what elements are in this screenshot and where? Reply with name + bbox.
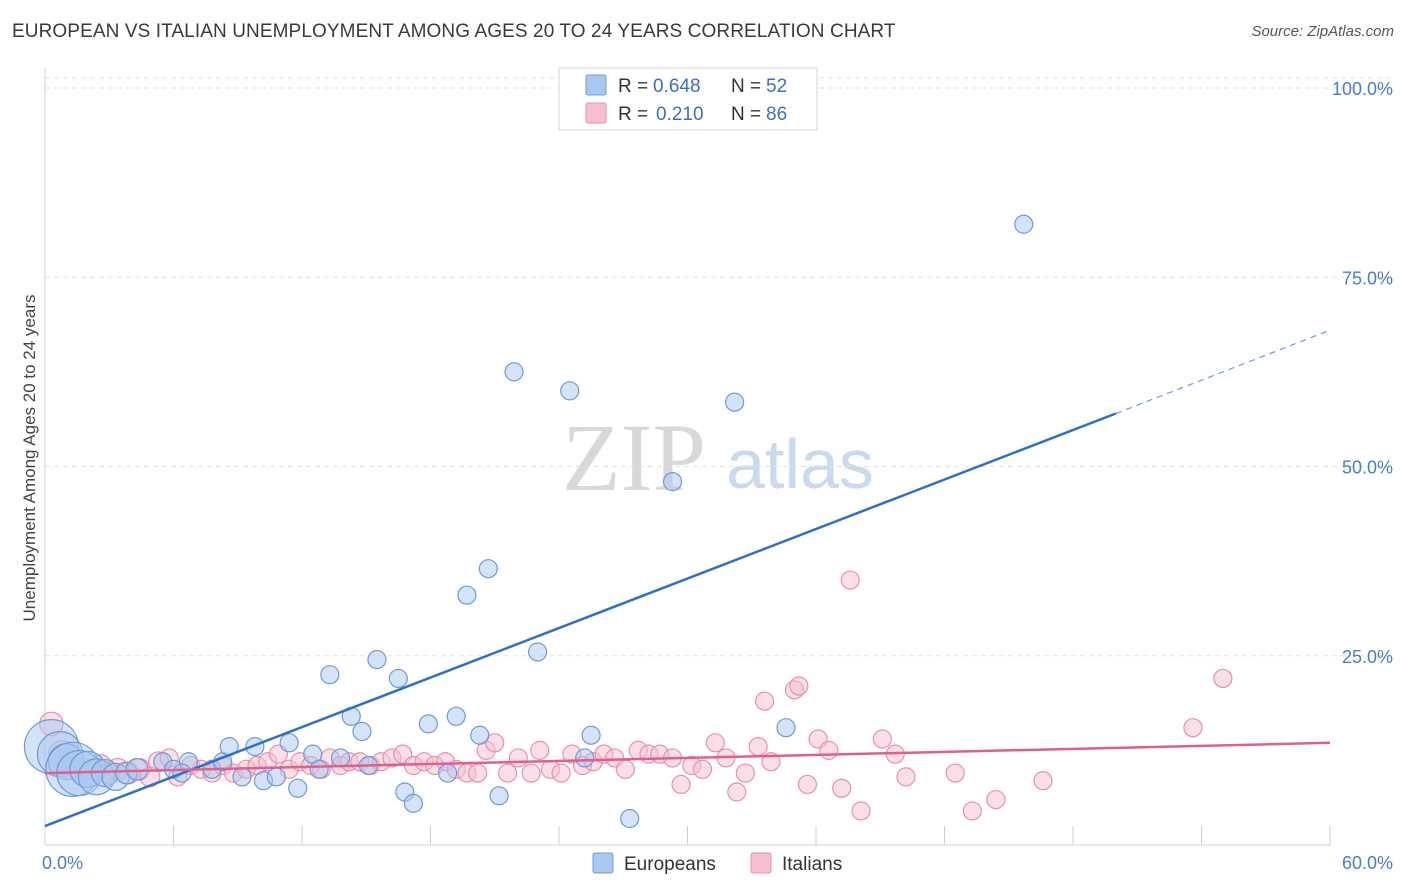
italians-point: [832, 778, 852, 798]
europeans-point: [446, 706, 466, 726]
y-tick-25: 25.0%: [1342, 647, 1393, 667]
italians-point: [1033, 771, 1053, 791]
chart-title: EUROPEAN VS ITALIAN UNEMPLOYMENT AMONG A…: [12, 21, 896, 42]
italians-point: [872, 729, 892, 749]
bottom-legend-swatch-europeans: [592, 852, 614, 874]
italians-point: [671, 774, 691, 795]
europeans-point: [232, 767, 252, 787]
europeans-point: [367, 649, 387, 670]
europeans-point: [245, 736, 265, 757]
europeans-point: [575, 748, 595, 768]
legend-r-label-europeans: R =: [618, 76, 648, 97]
europeans-point: [620, 808, 640, 829]
italians-point: [727, 782, 747, 802]
legend-n-value-europeans: 52: [766, 76, 787, 97]
europeans-point: [662, 472, 683, 492]
europeans-point: [403, 793, 423, 813]
italians-trend-line: [44, 741, 1331, 775]
italians-point: [896, 767, 916, 787]
italians-point: [735, 763, 755, 783]
correlation-legend: R = 0.648 N = 52 R = 0.210 N = 86: [558, 67, 818, 131]
italians-point: [615, 759, 635, 779]
italians-point: [945, 763, 965, 783]
italians-point: [468, 763, 488, 783]
bottom-legend-europeans: Europeans: [624, 854, 716, 875]
italians-point: [705, 733, 725, 753]
italians-point: [797, 774, 818, 795]
italians-point: [789, 676, 809, 696]
europeans-point: [352, 721, 372, 742]
europeans-point: [438, 763, 458, 783]
legend-n-label-italians: N =: [731, 104, 761, 125]
legend-r-value-italians: 0.210: [656, 104, 704, 125]
legend-n-label-europeans: N =: [731, 76, 761, 97]
italians-point: [508, 748, 528, 768]
italians-point: [840, 570, 860, 590]
europeans-trend-extension: [1115, 329, 1331, 415]
italians-point: [498, 763, 518, 783]
italians-point: [986, 789, 1006, 810]
watermark-zip: ZIP: [562, 404, 706, 511]
legend-n-value-italians: 86: [766, 104, 787, 125]
y-tick-75: 75.0%: [1342, 268, 1393, 288]
italians-point: [748, 736, 768, 757]
y-tick-50: 50.0%: [1342, 458, 1393, 478]
europeans-point: [279, 733, 299, 753]
europeans-point: [504, 362, 524, 382]
europeans-point: [725, 392, 745, 412]
source-label: Source: ZipAtlas.com: [1251, 23, 1394, 40]
italians-point: [551, 763, 571, 783]
europeans-point: [309, 759, 329, 779]
watermark-atlas: atlas: [726, 425, 874, 503]
europeans-point: [266, 767, 286, 787]
europeans-point: [581, 725, 601, 745]
europeans-point: [470, 725, 490, 745]
bottom-legend-swatch-italians: [750, 852, 772, 874]
europeans-point: [560, 381, 580, 401]
europeans-trend-line: [44, 412, 1117, 828]
italians-point: [819, 740, 839, 760]
y-axis-label: Unemployment Among Ages 20 to 24 years: [20, 295, 39, 622]
europeans-point: [478, 559, 498, 579]
italians-point: [521, 763, 541, 783]
italians-point: [851, 801, 871, 821]
y-tick-labels: 100.0% 75.0% 50.0% 25.0%: [1332, 79, 1393, 667]
legend-swatch-europeans: [585, 74, 607, 96]
europeans-point: [776, 718, 796, 738]
europeans-point: [1014, 214, 1034, 234]
italians-point: [962, 801, 982, 821]
bottom-legend-italians: Italians: [782, 854, 842, 875]
europeans-point: [320, 665, 340, 685]
italians-series: [39, 570, 1233, 821]
italians-point: [754, 691, 775, 711]
gridlines: [45, 77, 1393, 657]
series-legend: Europeans Italians: [592, 852, 842, 875]
italians-point: [1183, 718, 1203, 738]
europeans-point: [457, 585, 477, 605]
europeans-point: [527, 642, 548, 662]
trend-lines: [44, 329, 1331, 828]
europeans-point: [388, 668, 408, 689]
x-tick-min: 0.0%: [42, 853, 83, 873]
legend-r-label-italians: R =: [618, 104, 648, 125]
x-tick-max: 60.0%: [1342, 853, 1393, 873]
y-tick-100: 100.0%: [1332, 79, 1393, 99]
europeans-series: [23, 214, 1034, 829]
legend-r-value-europeans: 0.648: [653, 76, 701, 97]
europeans-point: [330, 748, 351, 768]
europeans-point: [489, 786, 509, 806]
europeans-point: [288, 778, 308, 798]
europeans-point: [125, 757, 149, 781]
legend-swatch-italians: [585, 102, 607, 124]
italians-point: [485, 733, 505, 753]
italians-point: [1213, 668, 1233, 689]
italians-point: [692, 759, 713, 779]
italians-point: [530, 740, 550, 760]
europeans-point: [418, 714, 438, 734]
